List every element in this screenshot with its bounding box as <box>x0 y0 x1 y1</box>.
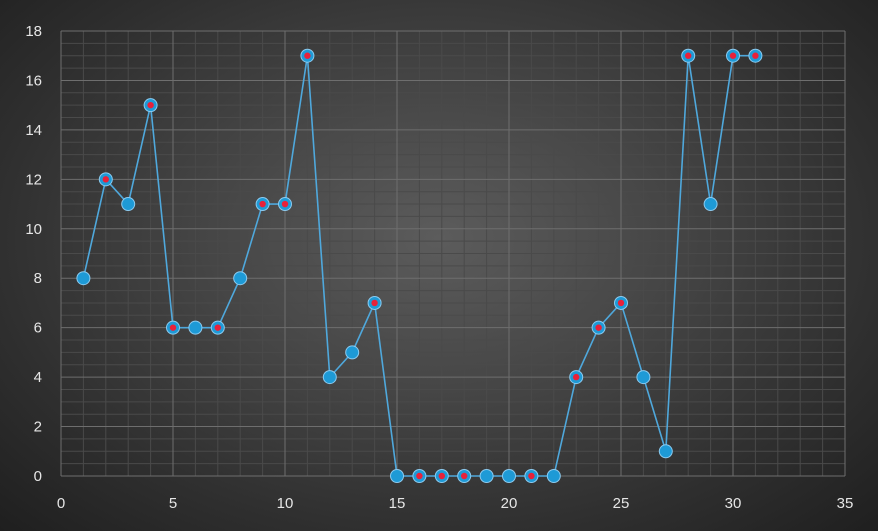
data-point-marker <box>390 469 404 483</box>
data-point <box>322 370 337 385</box>
data-point-highlight-dot <box>752 52 759 59</box>
data-point <box>143 98 158 113</box>
data-point <box>546 469 561 483</box>
data-point-marker <box>502 469 516 483</box>
x-axis-tick-labels: 0 5 10 15 20 25 30 35 <box>57 495 854 512</box>
data-point-highlight-dot <box>438 472 445 480</box>
data-point-marker <box>703 197 718 212</box>
x-tick-label: 25 <box>613 495 630 512</box>
data-point-marker <box>479 469 494 483</box>
y-tick-label: 18 <box>25 23 42 40</box>
data-point <box>367 295 382 310</box>
minor-gridlines <box>61 31 845 476</box>
data-point-highlight-dot <box>595 324 602 331</box>
data-point <box>726 48 740 63</box>
data-point-highlight-dot <box>461 472 468 480</box>
data-point-marker <box>76 271 91 286</box>
data-point <box>166 320 180 335</box>
data-point-highlight-dot <box>416 472 423 480</box>
data-point <box>98 172 113 187</box>
data-point <box>434 469 449 483</box>
data-point-highlight-dot <box>528 472 535 480</box>
data-point <box>345 345 360 360</box>
data-point <box>210 320 225 335</box>
x-tick-label: 35 <box>837 495 854 512</box>
x-tick-label: 20 <box>501 495 518 512</box>
data-point <box>76 271 91 286</box>
y-tick-label: 4 <box>34 369 42 386</box>
data-point <box>524 469 539 483</box>
data-point-marker <box>546 469 561 483</box>
data-point <box>390 469 404 483</box>
data-point-highlight-dot <box>147 101 154 109</box>
x-tick-label: 0 <box>57 495 65 512</box>
data-point-marker <box>121 197 136 212</box>
data-point-marker <box>658 444 673 459</box>
data-point <box>188 320 203 335</box>
data-point <box>502 469 516 483</box>
data-point-highlight-dot <box>685 52 692 59</box>
data-point <box>121 197 136 212</box>
y-tick-label: 10 <box>25 221 42 238</box>
y-tick-label: 16 <box>25 72 42 89</box>
data-point-marker <box>322 370 337 385</box>
data-point-highlight-dot <box>259 200 266 208</box>
x-tick-label: 15 <box>389 495 406 512</box>
data-point-marker <box>345 345 360 360</box>
series-markers <box>76 48 763 483</box>
data-point <box>300 48 315 63</box>
y-tick-label: 0 <box>34 468 42 485</box>
data-point-marker <box>636 370 651 385</box>
x-tick-label: 30 <box>725 495 742 512</box>
data-point <box>569 370 584 385</box>
data-point-highlight-dot <box>729 52 737 59</box>
y-tick-label: 12 <box>25 171 42 188</box>
major-gridlines <box>60 30 846 477</box>
data-point <box>479 469 494 483</box>
data-point <box>636 370 651 385</box>
y-axis-tick-labels: 0 2 4 6 8 10 12 14 16 18 <box>25 23 42 485</box>
data-point <box>658 444 673 459</box>
y-tick-label: 14 <box>25 122 42 139</box>
y-tick-label: 2 <box>34 419 42 436</box>
data-point-marker <box>188 320 203 335</box>
data-point-highlight-dot <box>304 52 311 59</box>
data-point <box>591 320 606 335</box>
data-point-marker <box>233 271 248 286</box>
data-point-highlight-dot <box>573 373 580 381</box>
data-point <box>278 197 292 212</box>
data-point-highlight-dot <box>102 176 110 183</box>
data-point <box>748 48 763 63</box>
x-tick-label: 10 <box>277 495 294 512</box>
data-point <box>703 197 718 212</box>
data-point-highlight-dot <box>617 299 625 307</box>
y-tick-label: 8 <box>34 270 42 287</box>
data-point <box>457 469 472 483</box>
data-point-highlight-dot <box>371 299 378 307</box>
data-point-highlight-dot <box>281 200 289 208</box>
data-point-highlight-dot <box>169 324 177 331</box>
y-tick-label: 6 <box>34 320 42 337</box>
data-point-highlight-dot <box>214 324 221 331</box>
data-point <box>233 271 248 286</box>
x-tick-label: 5 <box>169 495 177 512</box>
data-point <box>681 48 696 63</box>
data-point <box>412 469 427 483</box>
data-point <box>614 295 628 310</box>
data-point <box>255 197 270 212</box>
